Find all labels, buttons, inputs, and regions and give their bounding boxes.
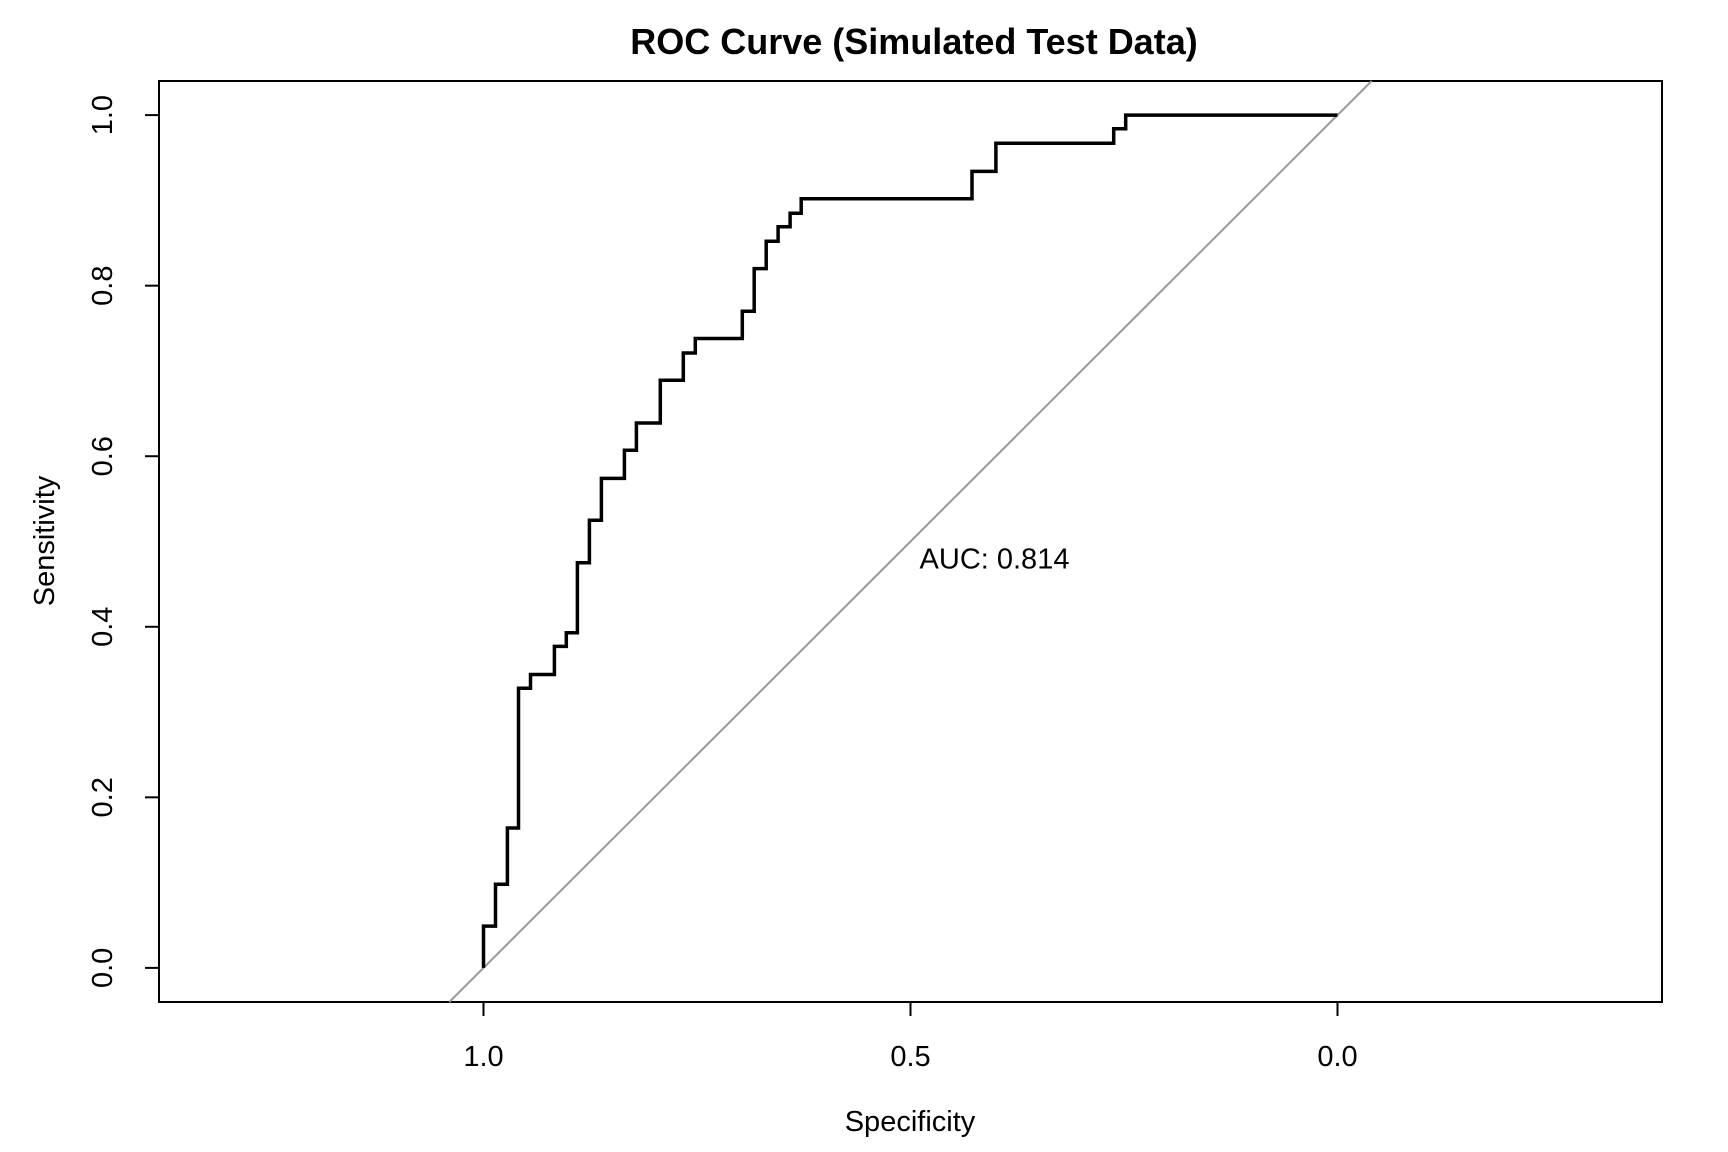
y-axis: 0.0 0.2 0.4 0.6 0.8 1.0 [87,95,160,988]
auc-annotation: AUC: 0.814 [920,544,1070,576]
y-tick-label: 1.0 [87,95,119,135]
y-tick-label: 0.8 [87,266,119,306]
x-tick-label: 0.5 [890,1041,930,1073]
x-axis-label: Specificity [845,1106,976,1138]
series-layer [481,113,1338,968]
y-tick-label: 0.2 [87,777,119,817]
reference-diagonal-line [448,80,1373,1003]
x-axis: 1.0 0.5 0.0 [463,1001,1358,1073]
plot-area [158,80,1663,1003]
chart-title: ROC Curve (Simulated Test Data) [630,21,1197,62]
y-axis-label: Sensitivity [29,475,61,606]
y-tick-label: 0.6 [87,436,119,476]
y-tick-label: 0.4 [87,607,119,647]
roc-curve-line [481,113,1338,968]
x-tick-label: 0.0 [1317,1041,1357,1073]
y-tick-label: 0.0 [87,948,119,988]
x-tick-label: 1.0 [463,1041,503,1073]
reference-layer [448,80,1373,1003]
